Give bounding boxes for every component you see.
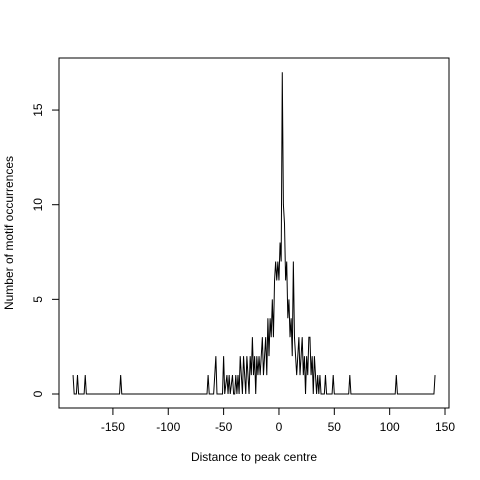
- x-axis-label: Distance to peak centre: [191, 450, 317, 464]
- y-tick-label: 10: [31, 198, 45, 212]
- x-tick-label: 50: [328, 420, 342, 434]
- x-tick-label: 150: [435, 420, 455, 434]
- y-tick-label: 0: [31, 390, 45, 397]
- x-tick-label: -100: [156, 420, 180, 434]
- x-tick-label: -50: [215, 420, 233, 434]
- x-tick-label: -150: [101, 420, 125, 434]
- y-axis-label: Number of motif occurrences: [2, 156, 16, 310]
- x-tick-label: 0: [276, 420, 283, 434]
- x-tick-label: 100: [380, 420, 400, 434]
- plot-frame: [58, 57, 450, 409]
- y-tick-label: 5: [31, 296, 45, 303]
- data-line: [72, 72, 436, 395]
- y-tick-label: 15: [31, 103, 45, 117]
